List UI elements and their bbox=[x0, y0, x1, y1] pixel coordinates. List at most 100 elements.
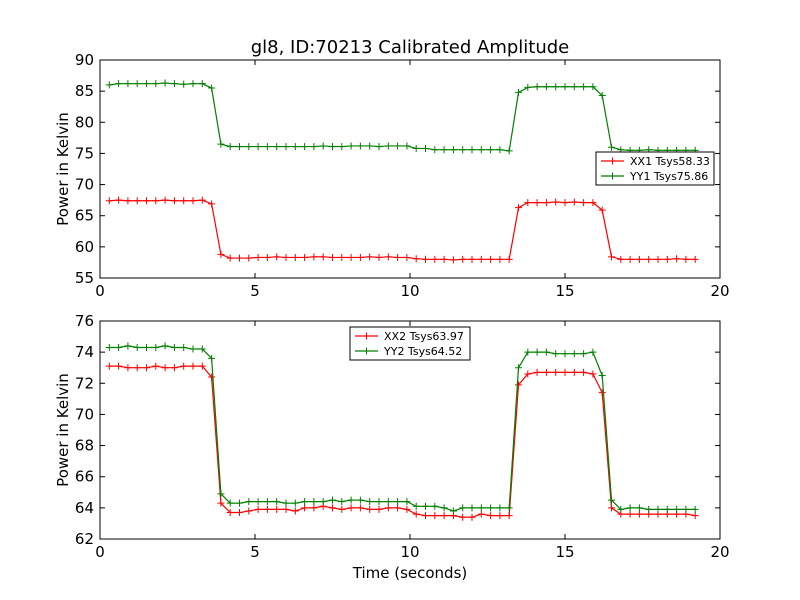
data-point bbox=[226, 143, 234, 151]
y-tick-label: 70 bbox=[75, 405, 94, 423]
data-point bbox=[459, 146, 467, 154]
data-point bbox=[208, 84, 216, 92]
data-point bbox=[291, 499, 299, 507]
data-point bbox=[245, 143, 253, 151]
data-point bbox=[338, 253, 346, 261]
data-point bbox=[626, 504, 634, 512]
data-point bbox=[682, 255, 690, 263]
data-point bbox=[552, 350, 560, 358]
data-point bbox=[552, 198, 560, 206]
data-point bbox=[301, 253, 309, 261]
data-point bbox=[552, 368, 560, 376]
data-point bbox=[329, 496, 336, 504]
data-point bbox=[366, 505, 374, 513]
data-point bbox=[236, 509, 243, 517]
data-point bbox=[329, 504, 336, 512]
data-point bbox=[208, 200, 216, 208]
data-point bbox=[598, 389, 606, 397]
data-point bbox=[561, 350, 569, 358]
data-point bbox=[403, 142, 411, 150]
data-point bbox=[366, 253, 374, 261]
data-point bbox=[691, 512, 699, 520]
data-point bbox=[561, 368, 569, 376]
data-point bbox=[124, 342, 132, 350]
data-point bbox=[440, 512, 448, 520]
data-point bbox=[375, 505, 383, 513]
data-point bbox=[496, 504, 504, 512]
data-point bbox=[133, 197, 141, 205]
data-point bbox=[459, 513, 467, 521]
data-point bbox=[468, 504, 476, 512]
data-point bbox=[217, 490, 225, 498]
data-point bbox=[645, 255, 653, 263]
y-tick-label: 60 bbox=[75, 238, 94, 256]
data-point bbox=[263, 253, 271, 261]
data-point bbox=[115, 80, 123, 88]
data-point bbox=[143, 364, 150, 372]
data-point bbox=[524, 348, 532, 356]
data-point bbox=[291, 507, 299, 515]
data-point bbox=[301, 498, 309, 506]
data-point bbox=[161, 196, 169, 204]
data-point bbox=[310, 143, 318, 151]
data-point bbox=[412, 502, 420, 510]
data-point bbox=[143, 80, 150, 88]
data-point bbox=[422, 255, 429, 263]
data-point bbox=[542, 199, 550, 207]
data-point bbox=[524, 370, 532, 378]
data-point bbox=[477, 255, 485, 263]
x-tick-label: 0 bbox=[95, 282, 105, 300]
data-point bbox=[319, 142, 327, 150]
data-point bbox=[403, 505, 411, 513]
data-point bbox=[338, 505, 346, 513]
data-point bbox=[254, 505, 262, 513]
data-point bbox=[384, 498, 392, 506]
data-point bbox=[617, 505, 625, 513]
data-point bbox=[505, 147, 513, 155]
data-point bbox=[291, 253, 299, 261]
data-point bbox=[608, 496, 615, 504]
data-point bbox=[208, 373, 216, 381]
data-point bbox=[115, 362, 123, 370]
data-point bbox=[152, 343, 160, 351]
data-point bbox=[310, 253, 318, 261]
data-point bbox=[198, 196, 206, 204]
data-point bbox=[515, 381, 522, 389]
data-point bbox=[515, 88, 522, 96]
data-point bbox=[570, 83, 578, 91]
data-point bbox=[570, 198, 578, 206]
data-point bbox=[282, 505, 290, 513]
data-point bbox=[245, 498, 253, 506]
data-point bbox=[347, 253, 355, 261]
data-point bbox=[180, 343, 188, 351]
x-tick-label: 0 bbox=[95, 543, 105, 561]
data-point bbox=[487, 146, 495, 154]
legend-label: XX1 Tsys58.33 bbox=[630, 155, 710, 168]
data-point bbox=[412, 510, 420, 518]
data-point bbox=[366, 498, 374, 506]
data-point bbox=[449, 146, 457, 154]
data-point bbox=[319, 498, 327, 506]
data-point bbox=[384, 504, 392, 512]
data-point bbox=[431, 502, 439, 510]
data-point bbox=[663, 505, 671, 513]
data-point bbox=[282, 143, 290, 151]
data-point bbox=[468, 513, 476, 521]
data-point bbox=[487, 512, 495, 520]
data-point bbox=[319, 253, 327, 261]
data-point bbox=[394, 142, 402, 150]
data-point bbox=[598, 92, 606, 100]
data-point bbox=[115, 343, 123, 351]
y-tick-label: 65 bbox=[75, 207, 94, 225]
legend-label: YY1 Tsys75.86 bbox=[629, 170, 708, 183]
data-point bbox=[691, 505, 699, 513]
data-point bbox=[468, 146, 476, 154]
data-point bbox=[449, 507, 457, 515]
data-point bbox=[626, 510, 634, 518]
data-point bbox=[133, 343, 141, 351]
data-point bbox=[487, 504, 495, 512]
y-tick-label: 85 bbox=[75, 82, 94, 100]
data-point bbox=[403, 498, 411, 506]
data-point bbox=[449, 256, 457, 264]
data-point bbox=[570, 368, 578, 376]
